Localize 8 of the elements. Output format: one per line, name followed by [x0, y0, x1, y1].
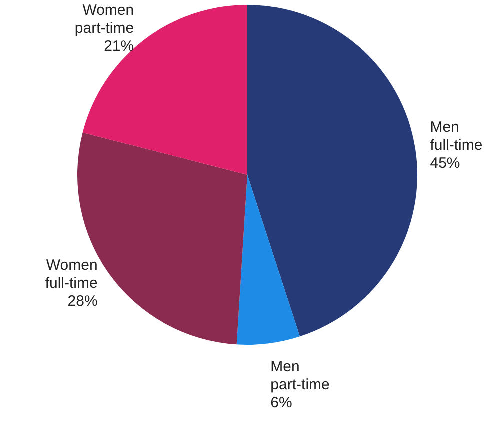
- slice-label: Men full-time: [430, 119, 483, 154]
- slice-label: Women part-time: [74, 2, 134, 37]
- data-label: 21%: [104, 38, 134, 55]
- slice-label: Men part-time: [270, 358, 330, 394]
- slice-label: Women full-time: [45, 256, 98, 292]
- data-label: 45%: [430, 155, 460, 172]
- data-label: 6%: [270, 394, 292, 412]
- data-label: 28%: [68, 292, 98, 310]
